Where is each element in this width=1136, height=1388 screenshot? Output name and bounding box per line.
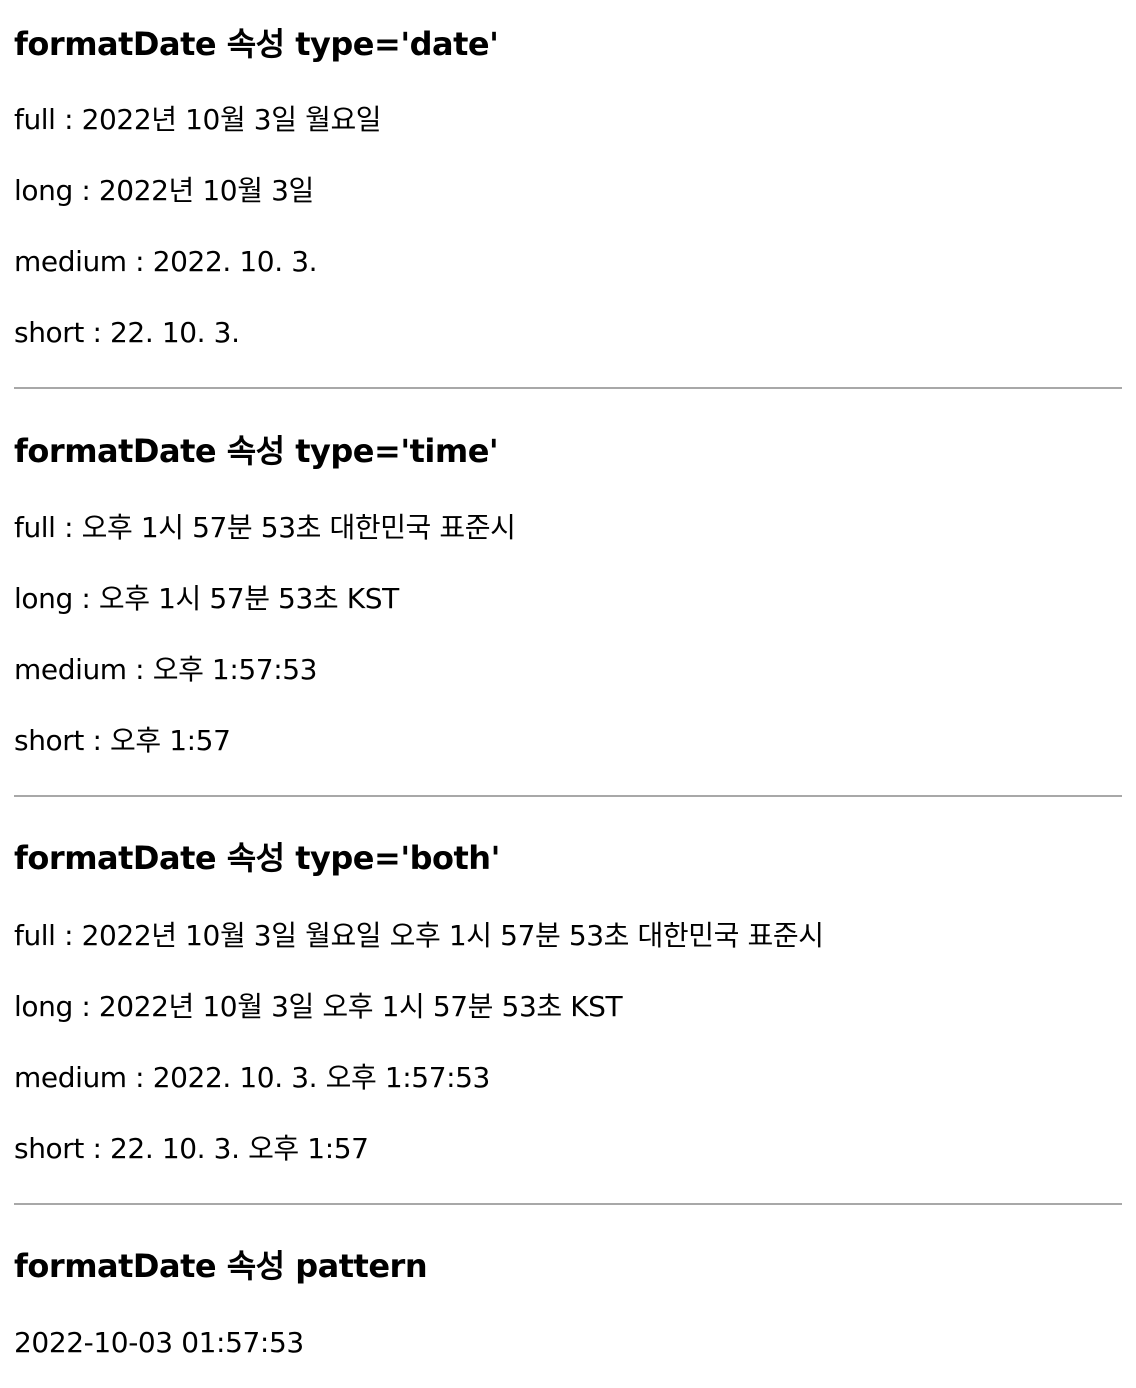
date-medium-line: medium : 2022. 10. 3. — [14, 245, 318, 278]
section-divider — [14, 1203, 1122, 1205]
time-full-line: full : 오후 1시 57분 53초 대한민국 표준시 — [14, 511, 516, 544]
both-medium-line: medium : 2022. 10. 3. 오후 1:57:53 — [14, 1061, 490, 1094]
both-short-line: short : 22. 10. 3. 오후 1:57 — [14, 1132, 369, 1165]
time-long-line: long : 오후 1시 57분 53초 KST — [14, 582, 399, 615]
section-title-date: formatDate 속성 type='date' — [14, 25, 499, 63]
section-title-time: formatDate 속성 type='time' — [14, 432, 499, 470]
time-medium-line: medium : 오후 1:57:53 — [14, 653, 318, 686]
both-full-line: full : 2022년 10월 3일 월요일 오후 1시 57분 53초 대한… — [14, 919, 824, 952]
pattern-line: 2022-10-03 01:57:53 — [14, 1326, 304, 1359]
date-long-line: long : 2022년 10월 3일 — [14, 174, 314, 207]
date-short-line: short : 22. 10. 3. — [14, 316, 240, 349]
time-short-line: short : 오후 1:57 — [14, 724, 231, 757]
section-divider — [14, 387, 1122, 389]
date-full-line: full : 2022년 10월 3일 월요일 — [14, 103, 382, 136]
section-divider — [14, 795, 1122, 797]
section-title-both: formatDate 속성 type='both' — [14, 839, 500, 877]
both-long-line: long : 2022년 10월 3일 오후 1시 57분 53초 KST — [14, 990, 623, 1023]
section-title-pattern: formatDate 속성 pattern — [14, 1247, 428, 1285]
